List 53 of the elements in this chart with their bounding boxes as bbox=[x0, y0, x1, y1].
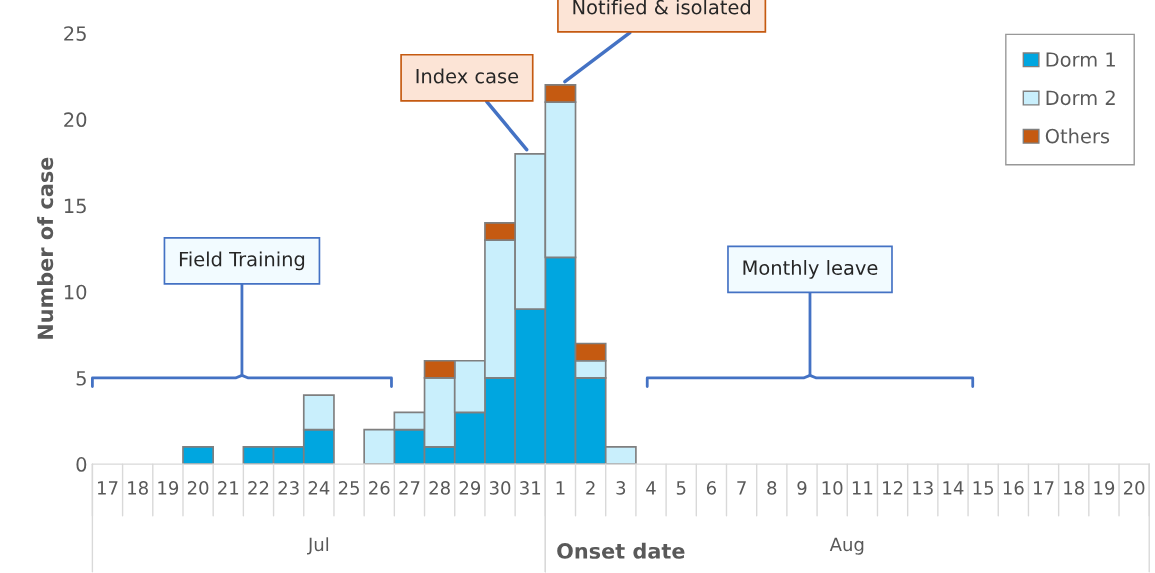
legend-label: Dorm 1 bbox=[1046, 52, 1115, 67]
x-tick-label: 6 bbox=[706, 481, 716, 495]
y-tick-label: 5 bbox=[76, 371, 86, 386]
x-tick-label: 8 bbox=[767, 481, 777, 495]
legend-label: Dorm 2 bbox=[1046, 90, 1115, 106]
y-tick-label: 10 bbox=[64, 284, 87, 300]
x-tick-label: 9 bbox=[797, 481, 807, 495]
annotation: Index case bbox=[416, 68, 519, 84]
y-tick-label: 20 bbox=[64, 112, 87, 128]
x-tick-label: 18 bbox=[1064, 481, 1084, 495]
x-tick-label: 24 bbox=[308, 481, 330, 495]
annotation: Notified & isolated bbox=[573, 0, 750, 15]
x-tick-label: 21 bbox=[218, 481, 239, 495]
x-tick-label: 20 bbox=[1123, 481, 1145, 495]
x-tick-label: 20 bbox=[187, 481, 209, 495]
y-tick-label: 15 bbox=[64, 198, 86, 214]
text: Jul bbox=[307, 537, 329, 555]
x-tick-label: 17 bbox=[1034, 481, 1054, 495]
annotation: Monthly leave bbox=[743, 260, 878, 279]
x-tick-label: 3 bbox=[616, 481, 626, 495]
x-tick-label: 31 bbox=[520, 481, 541, 495]
x-tick-label: 17 bbox=[97, 481, 118, 495]
x-tick-label: 10 bbox=[822, 481, 843, 495]
y-axis-title: Number of case bbox=[37, 157, 54, 339]
text: Aug bbox=[829, 537, 864, 555]
x-tick-label: 1 bbox=[556, 481, 565, 495]
x-tick-label: 29 bbox=[459, 481, 481, 495]
x-tick-label: 5 bbox=[676, 481, 686, 495]
annotation: Field Training bbox=[179, 251, 305, 271]
x-tick-label: 7 bbox=[737, 481, 746, 495]
x-tick-label: 18 bbox=[128, 481, 148, 495]
x-tick-label: 11 bbox=[852, 481, 873, 495]
y-tick-label: 0 bbox=[76, 457, 87, 472]
x-tick-label: 14 bbox=[943, 481, 964, 495]
x-axis-title: Onset date bbox=[557, 542, 685, 559]
x-tick-label: 19 bbox=[158, 481, 179, 495]
x-tick-label: 12 bbox=[883, 481, 903, 495]
x-tick-label: 25 bbox=[338, 481, 359, 495]
legend-label: Others bbox=[1045, 128, 1110, 144]
x-tick-label: 15 bbox=[973, 481, 994, 495]
x-tick-label: 13 bbox=[913, 481, 933, 495]
x-tick-label: 23 bbox=[278, 481, 299, 495]
x-tick-label: 28 bbox=[429, 481, 450, 495]
x-tick-label: 22 bbox=[248, 481, 269, 495]
x-tick-label: 16 bbox=[1003, 481, 1024, 495]
x-tick-label: 30 bbox=[489, 481, 511, 495]
x-tick-label: 19 bbox=[1094, 481, 1115, 495]
x-tick-label: 2 bbox=[586, 481, 595, 495]
x-tick-label: 26 bbox=[369, 481, 390, 495]
x-tick-label: 27 bbox=[399, 481, 420, 495]
x-tick-label: 4 bbox=[646, 481, 656, 495]
y-tick-label: 25 bbox=[64, 26, 86, 41]
bar bbox=[182, 446, 215, 465]
